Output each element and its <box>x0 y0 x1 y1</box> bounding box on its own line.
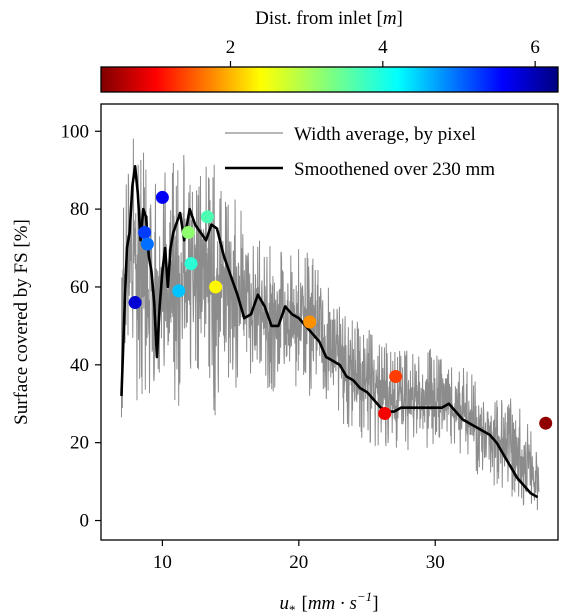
y-tick-label: 0 <box>80 511 90 532</box>
x-tick-label: 10 <box>153 552 172 573</box>
legend-label-smooth: Smoothened over 230 mm <box>294 159 495 180</box>
scatter-point <box>181 225 195 239</box>
x-axis-label: u* [mm · s−1] <box>279 589 378 616</box>
scatter-point <box>128 296 142 310</box>
y-tick-label: 100 <box>61 121 90 142</box>
colorbar-tick-label: 2 <box>226 37 236 58</box>
x-tick-label: 30 <box>426 552 445 573</box>
colorbar-gradient <box>100 66 559 93</box>
scatter-points <box>128 190 553 430</box>
legend-label-raw: Width average, by pixel <box>294 124 476 145</box>
scatter-point <box>200 210 214 224</box>
colorbar-tick-label: 6 <box>530 37 540 58</box>
width-average-line <box>120 138 540 511</box>
y-tick-label: 60 <box>70 277 89 298</box>
colorbar: Dist. from inlet [m] 2 4 6 <box>100 8 559 93</box>
x-axis-ticks: 10 20 30 <box>153 540 445 573</box>
scatter-point <box>138 225 152 239</box>
legend: Width average, by pixel Smoothened over … <box>225 124 495 180</box>
y-axis-label: Surface covered by FS [%] <box>11 219 32 425</box>
scatter-point <box>209 280 223 294</box>
colorbar-ticks: 2 4 6 <box>226 37 540 67</box>
scatter-point <box>303 315 317 329</box>
scatter-point <box>172 284 186 298</box>
y-tick-label: 20 <box>70 433 89 454</box>
scatter-point <box>155 190 169 204</box>
scatter-point <box>184 257 198 271</box>
y-tick-label: 40 <box>70 355 89 376</box>
scatter-point <box>539 416 553 430</box>
colorbar-tick-label: 4 <box>378 37 388 58</box>
plot-frame <box>100 103 559 541</box>
y-tick-label: 80 <box>70 199 89 220</box>
scatter-point <box>378 406 392 420</box>
plot-area: 10 20 30 0 20 40 60 80 100 <box>61 103 559 573</box>
x-tick-label: 20 <box>289 552 308 573</box>
smoothened-line <box>120 164 539 499</box>
colorbar-label: Dist. from inlet [m] <box>255 8 403 29</box>
scatter-point <box>389 370 403 383</box>
y-axis-ticks: 0 20 40 60 80 100 <box>61 121 101 532</box>
scatter-point <box>140 237 154 251</box>
